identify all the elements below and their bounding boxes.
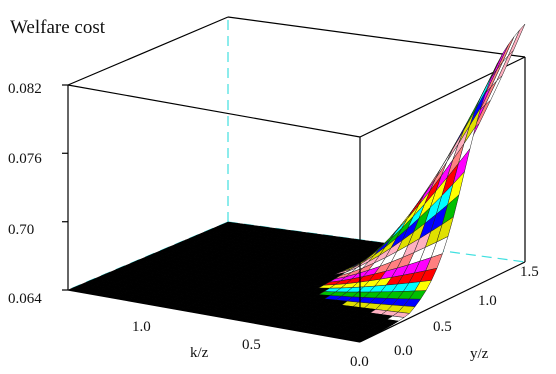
surface-patch (502, 29, 520, 63)
y-tick-label: 0.5 (433, 319, 452, 335)
x-tick-label: 0.0 (350, 354, 369, 370)
z-tick-label: 0.70 (8, 222, 34, 238)
x-axis-label: k/z (190, 345, 209, 361)
box-top-edge (67, 84, 361, 138)
z-tick-label: 0.082 (8, 81, 42, 97)
surface-mesh (67, 23, 526, 343)
chart-title: Welfare cost (10, 17, 106, 38)
surface-patch (507, 23, 526, 57)
y-axis-label: y/z (470, 346, 489, 362)
box-front-floor-edge (67, 289, 361, 343)
box-top-edge (227, 16, 526, 58)
x-tick-label: 0.5 (242, 337, 261, 353)
box-top-edge (67, 16, 229, 86)
y-tick-label: 1.0 (478, 293, 497, 309)
z-tick-label: 0.064 (8, 291, 42, 307)
x-tick-label: 1.0 (132, 319, 151, 335)
plot-box-front (62, 57, 526, 343)
y-tick-label: 0.0 (394, 343, 413, 359)
box-front-floor-edge (359, 261, 526, 343)
z-tick-label: 0.076 (8, 151, 42, 167)
y-tick-label: 1.5 (520, 264, 539, 280)
